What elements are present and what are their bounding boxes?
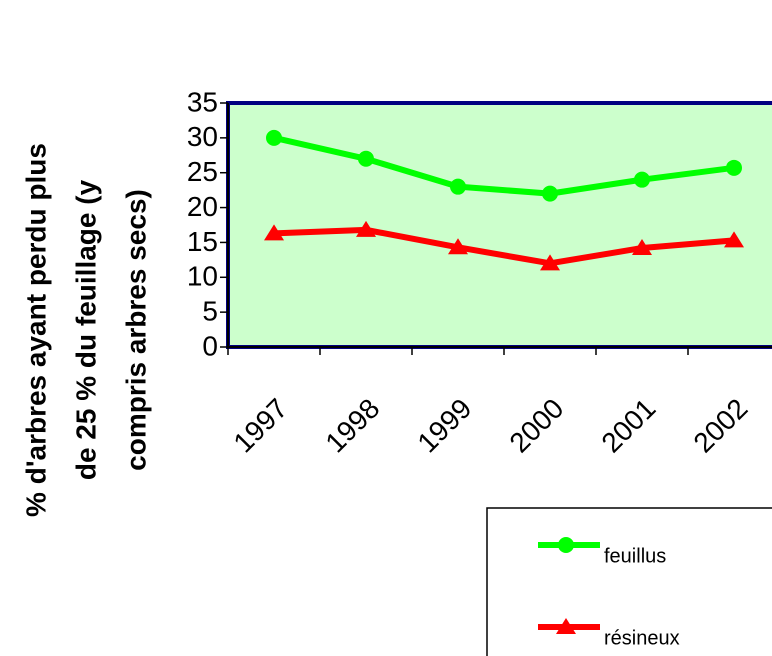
- y-tick-label: 35: [187, 86, 218, 117]
- legend-label: feuillus: [604, 545, 666, 567]
- x-tick-label: 2002: [687, 393, 753, 459]
- y-axis-title-line: compris arbres secs): [120, 189, 151, 471]
- legend: feuillus résineux: [486, 507, 772, 656]
- marker: [264, 224, 284, 241]
- marker: [632, 239, 652, 256]
- marker: [450, 178, 466, 195]
- y-axis-title: % d'arbres ayant perdu plus de 25 % du f…: [20, 143, 151, 517]
- x-tick-label: 2001: [595, 393, 661, 459]
- y-axis-title-line: de 25 % du feuillage (y: [70, 179, 101, 480]
- marker: [726, 159, 742, 176]
- y-tick-label: 15: [187, 226, 218, 257]
- line: [273, 226, 735, 267]
- x-tick-label: 1999: [411, 393, 477, 459]
- marker: [540, 254, 560, 271]
- marker: [542, 185, 558, 202]
- x-tick-label: 1997: [227, 393, 293, 459]
- x-tick-label: 2000: [503, 393, 569, 459]
- legend-label: résineux: [604, 627, 680, 649]
- y-tick-label: 5: [202, 296, 218, 327]
- marker: [356, 220, 376, 237]
- x-tick-label: 1998: [319, 393, 385, 459]
- y-tick-label: 25: [187, 156, 218, 187]
- series: [264, 220, 744, 271]
- y-tick-label: 20: [187, 191, 218, 222]
- marker: [558, 537, 574, 553]
- y-axis-title-line: % d'arbres ayant perdu plus: [20, 143, 51, 517]
- series: [266, 129, 742, 202]
- marker: [634, 171, 650, 188]
- marker: [448, 238, 468, 255]
- legend-box: [486, 507, 772, 656]
- y-tick-label: 0: [202, 330, 218, 361]
- marker: [358, 150, 374, 167]
- marker: [266, 129, 282, 146]
- marker: [724, 231, 744, 248]
- line: [273, 134, 735, 197]
- y-tick-label: 10: [187, 261, 218, 292]
- marker: [556, 618, 576, 634]
- plot-area: [226, 101, 772, 349]
- y-tick-label: 30: [187, 121, 218, 152]
